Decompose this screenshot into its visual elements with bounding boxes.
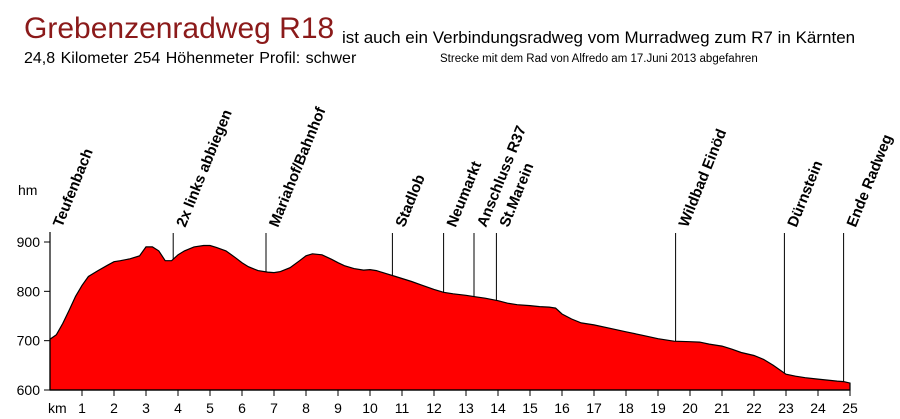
waypoint-label: Dürnstein <box>784 158 826 229</box>
x-tick-label: 23 <box>778 400 794 416</box>
route-stats: 24,8 Kilometer 254 Höhenmeter Profil: sc… <box>24 50 357 67</box>
elevation-area <box>49 244 851 391</box>
x-tick-label: 21 <box>714 400 730 416</box>
waypoint-label: 2x links abbiegen <box>173 107 236 229</box>
y-tick-label: 900 <box>17 234 41 250</box>
y-axis-label: hm <box>18 182 37 198</box>
y-tick-label: 600 <box>17 382 41 398</box>
x-tick-label: 24 <box>810 400 826 416</box>
x-tick-label: 17 <box>586 400 602 416</box>
x-tick-label: 6 <box>238 400 246 416</box>
waypoint-label: Mariahof/Bahnhof <box>266 104 330 230</box>
y-tick-label: 700 <box>17 333 41 349</box>
x-tick-label: 16 <box>554 400 570 416</box>
x-axis-label: km <box>48 400 67 416</box>
x-tick-label: 5 <box>206 400 214 416</box>
x-tick-label: 7 <box>270 400 278 416</box>
x-tick-label: 4 <box>174 400 182 416</box>
x-tick-label: 22 <box>746 400 762 416</box>
x-tick-label: 2 <box>110 400 118 416</box>
x-tick-label: 25 <box>842 400 858 416</box>
x-tick-label: 19 <box>650 400 666 416</box>
x-tick-label: 14 <box>490 400 506 416</box>
x-tick-label: 15 <box>522 400 538 416</box>
waypoint-label: Ende Radweg <box>844 132 897 230</box>
waypoint-label: Wildbad Einöd <box>676 127 731 230</box>
x-tick-label: 12 <box>426 400 442 416</box>
ride-credit: Strecke mit dem Rad von Alfredo am 17.Ju… <box>440 53 758 65</box>
chart-subtitle: ist auch ein Verbindungsradweg vom Murra… <box>342 28 856 47</box>
x-tick-label: 20 <box>682 400 698 416</box>
waypoint-label: Stadlob <box>392 172 428 229</box>
waypoint-label: Teufenbach <box>50 146 97 229</box>
x-tick-label: 8 <box>302 400 310 416</box>
x-tick-label: 13 <box>458 400 474 416</box>
x-tick-label: 1 <box>78 400 86 416</box>
x-tick-label: 10 <box>362 400 378 416</box>
x-tick-label: 3 <box>142 400 150 416</box>
x-tick-label: 9 <box>334 400 342 416</box>
y-tick-label: 800 <box>17 283 41 299</box>
x-tick-label: 18 <box>618 400 634 416</box>
chart-title: Grebenzenradweg R18 <box>24 12 335 45</box>
x-tick-label: 11 <box>395 400 410 416</box>
